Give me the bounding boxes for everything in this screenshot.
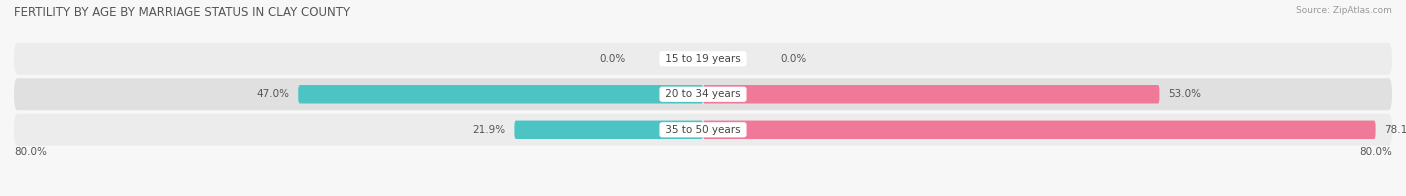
FancyBboxPatch shape <box>298 85 703 103</box>
FancyBboxPatch shape <box>703 121 1375 139</box>
Text: 0.0%: 0.0% <box>599 54 626 64</box>
FancyBboxPatch shape <box>703 85 1160 103</box>
Text: 35 to 50 years: 35 to 50 years <box>662 125 744 135</box>
Text: 21.9%: 21.9% <box>472 125 506 135</box>
FancyBboxPatch shape <box>14 43 1392 75</box>
FancyBboxPatch shape <box>14 114 1392 146</box>
Text: Source: ZipAtlas.com: Source: ZipAtlas.com <box>1296 6 1392 15</box>
Text: 47.0%: 47.0% <box>257 89 290 99</box>
Text: 53.0%: 53.0% <box>1168 89 1201 99</box>
Text: 80.0%: 80.0% <box>14 147 46 157</box>
FancyBboxPatch shape <box>14 78 1392 110</box>
Text: 0.0%: 0.0% <box>780 54 807 64</box>
Text: 20 to 34 years: 20 to 34 years <box>662 89 744 99</box>
Text: 78.1%: 78.1% <box>1384 125 1406 135</box>
Text: 80.0%: 80.0% <box>1360 147 1392 157</box>
FancyBboxPatch shape <box>515 121 703 139</box>
Text: FERTILITY BY AGE BY MARRIAGE STATUS IN CLAY COUNTY: FERTILITY BY AGE BY MARRIAGE STATUS IN C… <box>14 6 350 19</box>
Text: 15 to 19 years: 15 to 19 years <box>662 54 744 64</box>
